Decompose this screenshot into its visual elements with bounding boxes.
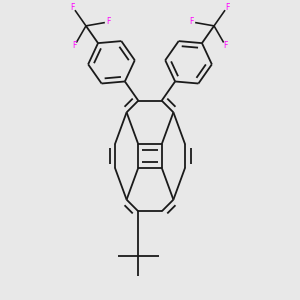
Text: F: F — [225, 3, 229, 12]
Text: F: F — [71, 3, 75, 12]
Text: F: F — [72, 41, 77, 50]
Text: F: F — [223, 41, 228, 50]
Text: F: F — [106, 17, 111, 26]
Text: F: F — [189, 17, 194, 26]
